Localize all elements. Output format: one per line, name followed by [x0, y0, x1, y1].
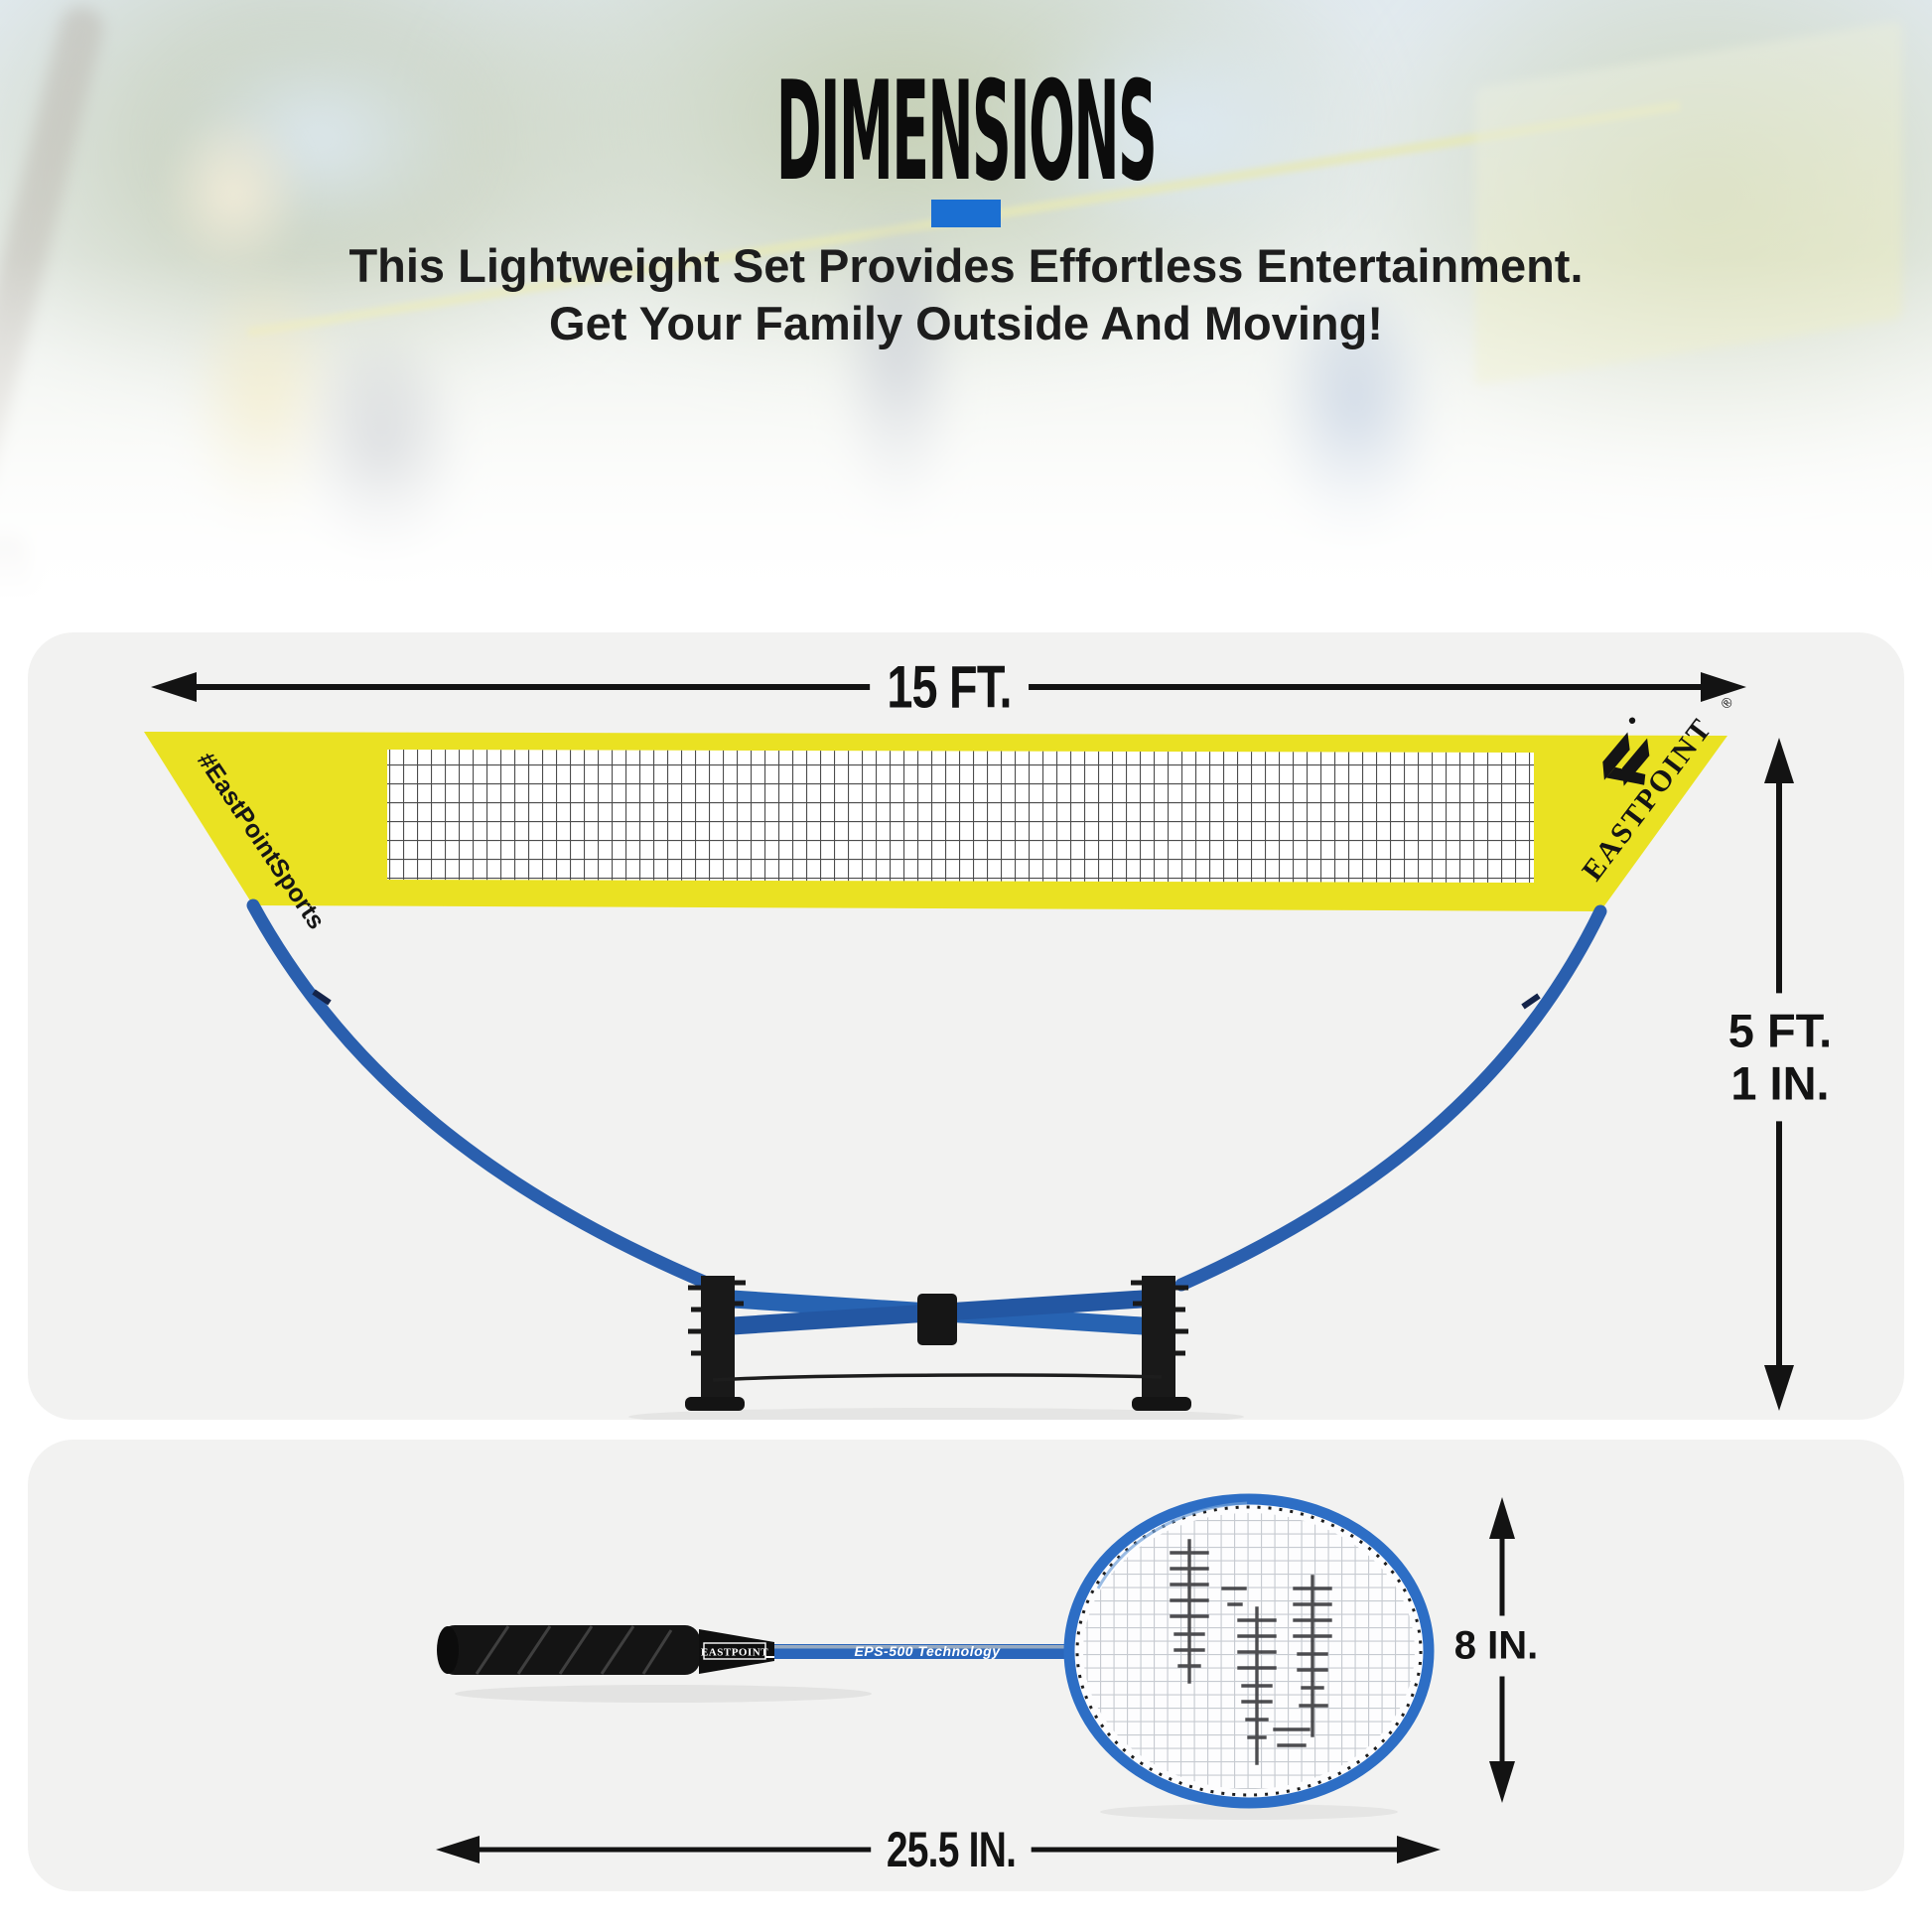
net-dimensions-card: #EastPointSports EASTPOINT ® — [28, 632, 1904, 1420]
racket-shaft-text: EPS-500 Technology — [855, 1643, 1002, 1659]
hero-background-photo — [0, 0, 1932, 645]
page-title-text: DIMENSIONS — [775, 52, 1158, 211]
racket-shaft: EPS-500 Technology — [774, 1640, 1110, 1663]
net-pole-right — [1174, 904, 1607, 1292]
net-pole-joint-left — [312, 989, 332, 1006]
net-mesh-grid — [387, 750, 1534, 883]
net-height-label-feet: 5 FT. — [1727, 1004, 1833, 1057]
racket-length-label: 25.5 IN. — [871, 1821, 1032, 1878]
racket-length-text: 25.5 IN. — [886, 1822, 1017, 1877]
page-title: DIMENSIONS — [0, 64, 1932, 201]
subtitle-line-2: Get Your Family Outside And Moving! — [549, 297, 1383, 349]
subtitle-line-1: This Lightweight Set Provides Effortless… — [348, 239, 1584, 292]
title-accent-bar — [931, 200, 1001, 227]
net-pole-left — [246, 898, 718, 1292]
net-pole-joint-right — [1521, 993, 1541, 1010]
racket-shadow-head — [1100, 1804, 1398, 1820]
photo-white-wash-overlay — [0, 0, 1932, 645]
racket-grip-brand-text: EASTPOINT — [701, 1647, 768, 1659]
racket-string-stencil-logo — [1170, 1539, 1332, 1765]
racket-dimensions-card: EASTPOINT EPS-500 Technology — [28, 1440, 1904, 1891]
net-base — [685, 1276, 1191, 1411]
racket-head-height-text: 8 IN. — [1453, 1623, 1539, 1668]
net-width-label-text: 15 FT. — [887, 653, 1012, 721]
racket-head — [1063, 1493, 1435, 1809]
net-width-label: 15 FT. — [870, 652, 1029, 722]
net-height-label: 5 FT. 1 IN. — [1722, 993, 1839, 1122]
net-height-label-inches: 1 IN. — [1730, 1056, 1830, 1109]
racket-cone: EASTPOINT — [699, 1629, 776, 1674]
net-illustration: #EastPointSports EASTPOINT ® — [144, 672, 1794, 1420]
eastpoint-registered-mark: ® — [1718, 693, 1736, 711]
racket-shadow-grip — [455, 1685, 872, 1703]
racket-head-height-label: 8 IN. — [1442, 1615, 1551, 1677]
net-base-shadow — [628, 1408, 1244, 1420]
racket-grip — [437, 1625, 700, 1675]
racket-illustration: EASTPOINT EPS-500 Technology — [436, 1493, 1515, 1863]
